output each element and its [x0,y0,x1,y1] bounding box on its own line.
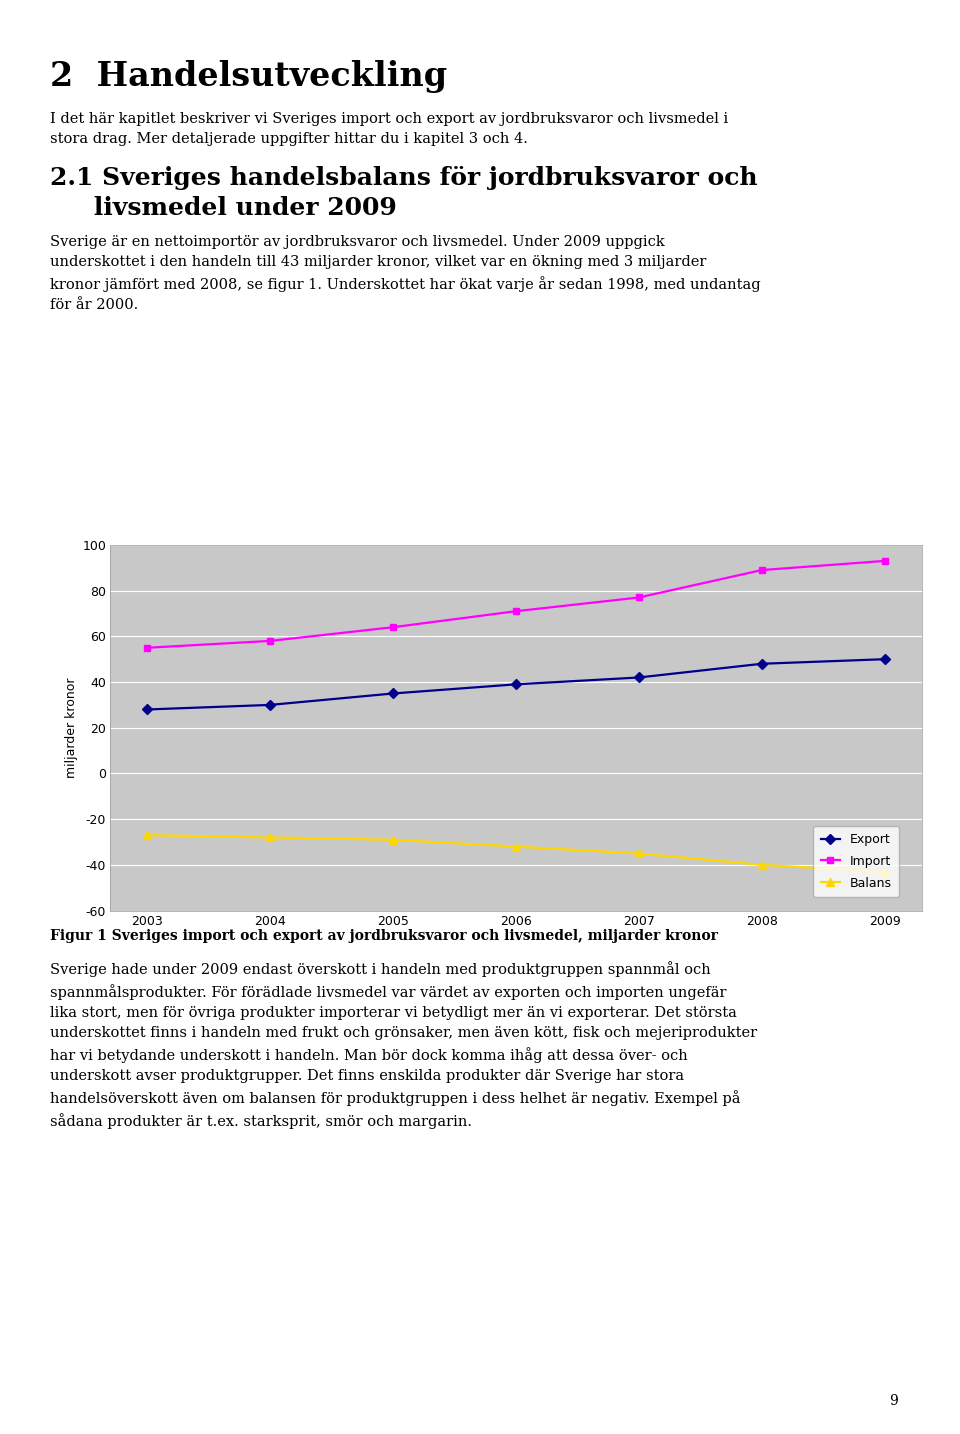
Text: 2  Handelsutveckling: 2 Handelsutveckling [50,60,447,93]
Text: 2.1 Sveriges handelsbalans för jordbruksvaror och: 2.1 Sveriges handelsbalans för jordbruks… [50,166,757,191]
Text: livsmedel under 2009: livsmedel under 2009 [50,196,396,221]
Text: I det här kapitlet beskriver vi Sveriges import och export av jordbruksvaror och: I det här kapitlet beskriver vi Sveriges… [50,112,729,126]
Y-axis label: miljarder kronor: miljarder kronor [65,677,78,779]
Text: Figur 1 Sveriges import och export av jordbruksvaror och livsmedel, miljarder kr: Figur 1 Sveriges import och export av jo… [50,929,718,944]
Text: Sverige hade under 2009 endast överskott i handeln med produktgruppen spannmål o: Sverige hade under 2009 endast överskott… [50,961,757,1129]
Text: stora drag. Mer detaljerade uppgifter hittar du i kapitel 3 och 4.: stora drag. Mer detaljerade uppgifter hi… [50,132,528,146]
Legend: Export, Import, Balans: Export, Import, Balans [813,826,900,898]
Text: Sverige är en nettoimportör av jordbruksvaror och livsmedel. Under 2009 uppgick
: Sverige är en nettoimportör av jordbruks… [50,235,760,313]
Text: 9: 9 [889,1394,898,1408]
